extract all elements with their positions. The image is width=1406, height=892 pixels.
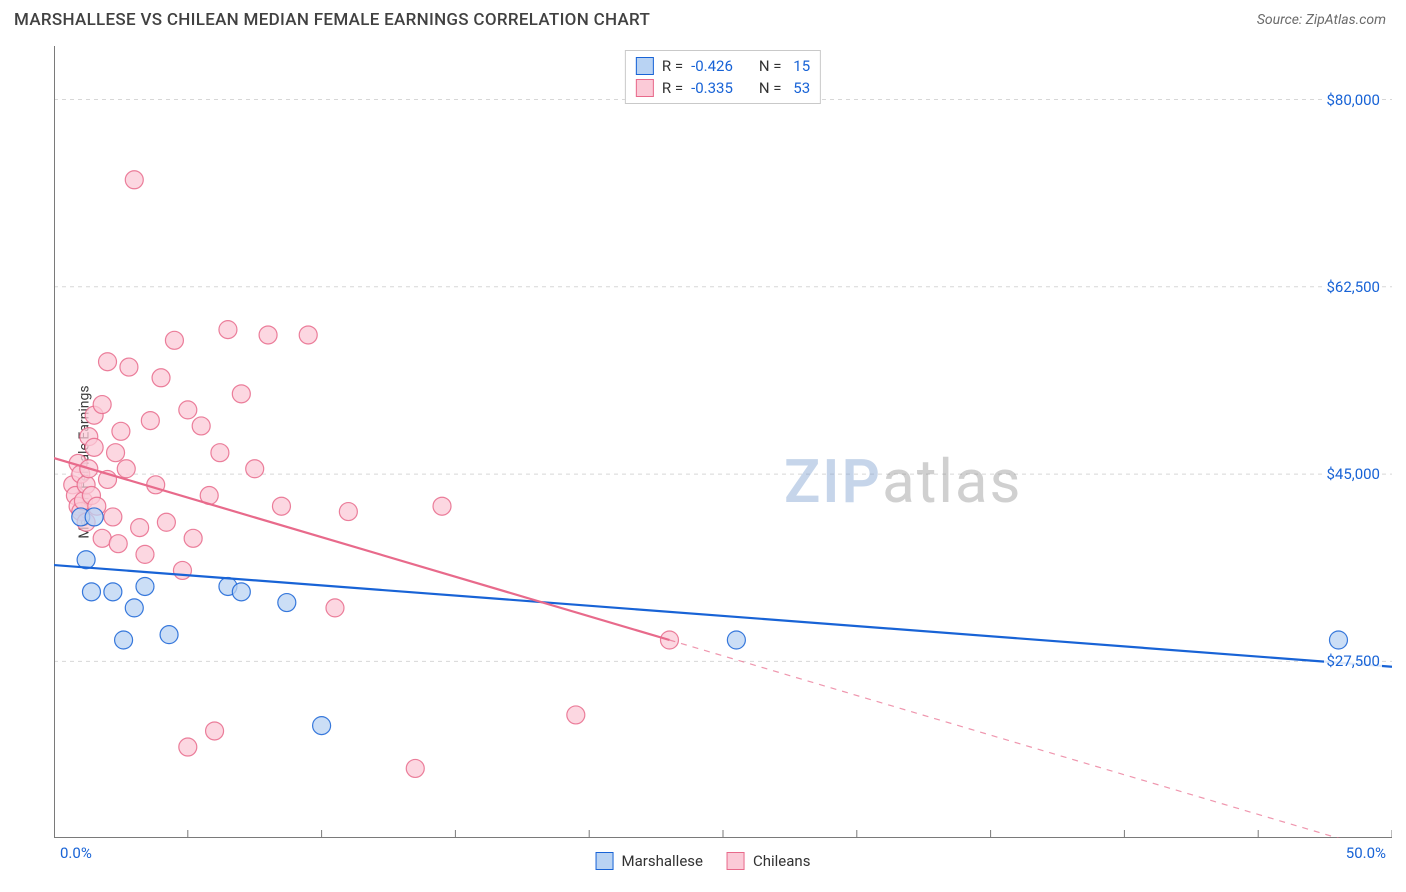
- y-tick-label: $62,500: [1324, 278, 1382, 296]
- n-value: 15: [790, 55, 811, 77]
- r-label: R =: [662, 77, 683, 99]
- x-min-label: 0.0%: [60, 844, 92, 862]
- y-tick-label: $27,500: [1324, 652, 1382, 670]
- n-label: N =: [759, 55, 782, 77]
- series-legend: Marshallese Chileans: [596, 852, 811, 870]
- source-label: Source: ZipAtlas.com: [1257, 12, 1386, 28]
- r-value: -0.426: [691, 55, 733, 77]
- swatch-icon: [596, 852, 614, 870]
- chart-area: Median Female Earnings ZIPatlas R =-0.42…: [14, 46, 1392, 878]
- legend-label: Chileans: [753, 852, 810, 870]
- chart-title: MARSHALLESE VS CHILEAN MEDIAN FEMALE EAR…: [14, 10, 650, 30]
- x-max-label: 50.0%: [1346, 844, 1386, 862]
- legend-item: Marshallese: [596, 852, 703, 870]
- stats-row: R = -0.335 N = 53: [636, 77, 810, 99]
- stats-row: R = -0.426 N = 15: [636, 55, 810, 77]
- y-tick-label: $45,000: [1324, 465, 1382, 483]
- swatch-icon: [636, 57, 654, 75]
- y-tick-label: $80,000: [1324, 91, 1382, 109]
- r-value: -0.335: [691, 77, 733, 99]
- plot-region: ZIPatlas R =-0.426N = 15R =-0.335N = 53: [54, 46, 1392, 838]
- r-label: R =: [662, 55, 683, 77]
- legend-label: Marshallese: [622, 852, 703, 870]
- n-label: N =: [759, 77, 782, 99]
- swatch-icon: [636, 79, 654, 97]
- plot-svg: [54, 46, 1392, 838]
- n-value: 53: [790, 77, 811, 99]
- swatch-icon: [727, 852, 745, 870]
- legend-item: Chileans: [727, 852, 810, 870]
- stats-legend: R = -0.426 N = 15 R = -0.335 N = 53: [625, 50, 821, 104]
